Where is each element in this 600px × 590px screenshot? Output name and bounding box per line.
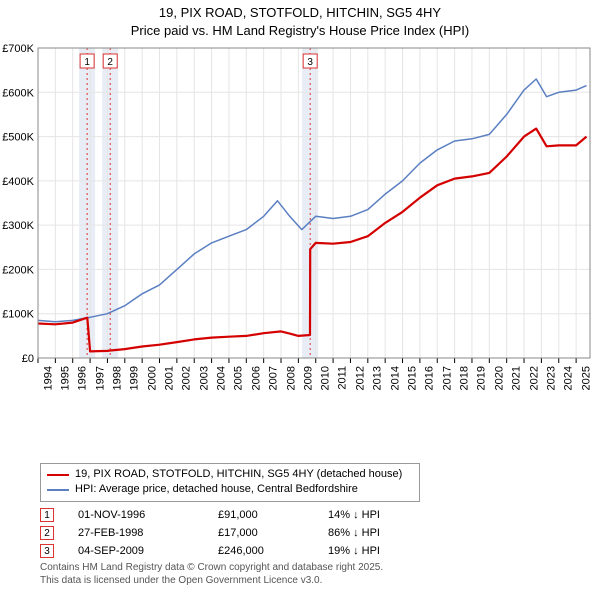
x-tick-label: 2001 xyxy=(164,366,176,390)
event-delta: 14% ↓ HPI xyxy=(328,509,380,521)
x-tick-label: 2024 xyxy=(563,366,575,390)
x-tick-label: 2000 xyxy=(146,366,158,390)
x-tick-label: 2006 xyxy=(250,366,262,390)
x-tick-label: 2018 xyxy=(459,366,471,390)
event-delta: 19% ↓ HPI xyxy=(328,545,380,557)
x-tick-label: 1998 xyxy=(111,366,123,390)
svg-text:£700K: £700K xyxy=(2,43,34,55)
event-price: £91,000 xyxy=(218,509,328,521)
svg-text:£400K: £400K xyxy=(2,176,34,188)
x-tick-label: 2010 xyxy=(320,366,332,390)
x-tick-label: 2008 xyxy=(285,366,297,390)
legend-swatch xyxy=(47,489,69,491)
attribution-line2: This data is licensed under the Open Gov… xyxy=(40,575,383,588)
svg-text:2: 2 xyxy=(107,57,113,68)
legend-row: HPI: Average price, detached house, Cent… xyxy=(47,482,413,497)
x-tick-label: 2012 xyxy=(354,366,366,390)
event-row: 3 04-SEP-2009£246,00019% ↓ HPI xyxy=(40,542,380,560)
svg-text:£100K: £100K xyxy=(2,309,34,321)
event-price: £17,000 xyxy=(218,527,328,539)
legend-label: HPI: Average price, detached house, Cent… xyxy=(75,482,358,497)
x-tick-label: 2019 xyxy=(476,366,488,390)
event-date: 04-SEP-2009 xyxy=(78,545,218,557)
title-subtitle: Price paid vs. HM Land Registry's House … xyxy=(0,22,600,40)
x-tick-label: 2011 xyxy=(337,366,349,390)
x-tick-label: 1999 xyxy=(129,366,141,390)
svg-text:3: 3 xyxy=(307,57,313,68)
svg-text:£300K: £300K xyxy=(2,220,34,232)
x-tick-label: 2015 xyxy=(407,366,419,390)
x-tick-label: 2020 xyxy=(493,366,505,390)
x-tick-label: 2009 xyxy=(302,366,314,390)
x-tick-label: 2014 xyxy=(389,366,401,390)
x-tick-label: 2013 xyxy=(372,366,384,390)
x-tick-label: 2007 xyxy=(268,366,280,390)
x-tick-label: 2025 xyxy=(580,366,592,390)
x-tick-label: 2002 xyxy=(181,366,193,390)
event-row: 2 27-FEB-1998£17,00086% ↓ HPI xyxy=(40,524,380,542)
x-tick-label: 1996 xyxy=(77,366,89,390)
svg-text:1: 1 xyxy=(84,57,90,68)
x-tick-label: 2016 xyxy=(424,366,436,390)
x-tick-label: 1995 xyxy=(59,366,71,390)
x-tick-label: 2022 xyxy=(528,366,540,390)
title-address: 19, PIX ROAD, STOTFOLD, HITCHIN, SG5 4HY xyxy=(0,4,600,22)
attribution-line1: Contains HM Land Registry data © Crown c… xyxy=(40,562,383,575)
x-tick-label: 2021 xyxy=(511,366,523,390)
legend-swatch xyxy=(47,474,69,476)
legend: 19, PIX ROAD, STOTFOLD, HITCHIN, SG5 4HY… xyxy=(40,463,420,502)
event-number-box: 1 xyxy=(40,508,54,522)
line-chart: £0 £100K £200K £300K £400K £500K £600K £700K 1 2 3 xyxy=(0,42,600,422)
legend-row: 19, PIX ROAD, STOTFOLD, HITCHIN, SG5 4HY… xyxy=(47,467,413,482)
event-price: £246,000 xyxy=(218,545,328,557)
event-row: 1 01-NOV-1996£91,00014% ↓ HPI xyxy=(40,506,380,524)
x-tick-label: 2017 xyxy=(441,366,453,390)
x-tick-label: 1997 xyxy=(94,366,106,390)
event-number-box: 3 xyxy=(40,544,54,558)
event-table: 1 01-NOV-1996£91,00014% ↓ HPI 2 27-FEB-1998… xyxy=(40,506,380,560)
event-date: 01-NOV-1996 xyxy=(78,509,218,521)
svg-text:£200K: £200K xyxy=(2,264,34,276)
x-tick-label: 2005 xyxy=(233,366,245,390)
event-delta: 86% ↓ HPI xyxy=(328,527,380,539)
legend-label: 19, PIX ROAD, STOTFOLD, HITCHIN, SG5 4HY… xyxy=(75,467,402,482)
x-tick-label: 2004 xyxy=(216,366,228,390)
svg-text:£0: £0 xyxy=(22,353,34,365)
x-tick-label: 2003 xyxy=(198,366,210,390)
event-date: 27-FEB-1998 xyxy=(78,527,218,539)
x-tick-label: 2023 xyxy=(545,366,557,390)
x-tick-label: 1994 xyxy=(42,366,54,390)
title-block: 19, PIX ROAD, STOTFOLD, HITCHIN, SG5 4HY… xyxy=(0,0,600,39)
event-number-box: 2 xyxy=(40,526,54,540)
attribution: Contains HM Land Registry data © Crown c… xyxy=(40,562,383,587)
svg-text:£600K: £600K xyxy=(2,87,34,99)
chart-area: £0 £100K £200K £300K £400K £500K £600K £700K 1 2 3… xyxy=(0,42,600,422)
figure-root: 19, PIX ROAD, STOTFOLD, HITCHIN, SG5 4HY… xyxy=(0,0,600,590)
svg-text:£500K: £500K xyxy=(2,132,34,144)
